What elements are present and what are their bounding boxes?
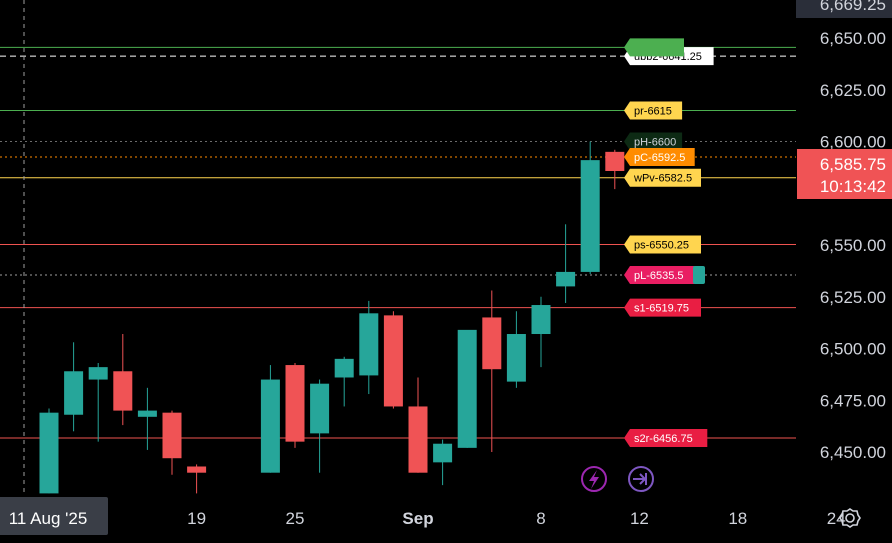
candle[interactable] <box>162 412 182 459</box>
level-tag-bg <box>624 168 701 187</box>
y-tick-label: 6,600.00 <box>820 133 886 152</box>
candle[interactable] <box>359 313 379 376</box>
x-tick-label: Sep <box>402 509 433 528</box>
candle[interactable] <box>531 305 551 335</box>
candle[interactable] <box>556 271 576 287</box>
level-tag[interactable]: ps-6550.25 <box>624 235 701 254</box>
candle[interactable] <box>137 410 157 417</box>
level-tag-label: pC-6592.5 <box>634 152 685 164</box>
candle[interactable] <box>383 315 403 407</box>
level-tag[interactable]: s1-6519.75 <box>624 298 701 317</box>
x-tick-label: 25 <box>286 509 305 528</box>
level-tag-bg <box>624 298 701 317</box>
candle[interactable] <box>334 358 354 378</box>
candle[interactable] <box>285 365 305 442</box>
last-price-value: 6,585.75 <box>820 155 886 174</box>
candle[interactable] <box>39 412 59 494</box>
top-price-box <box>796 0 892 18</box>
level-tag-label: ps-6550.25 <box>634 239 689 251</box>
y-tick-label: 6,550.00 <box>820 236 886 255</box>
y-tick-label: 6,450.00 <box>820 443 886 462</box>
candle[interactable] <box>187 466 207 473</box>
level-tag[interactable]: pC-6592.5 <box>624 148 695 167</box>
candles <box>39 141 625 494</box>
level-tag[interactable]: pr-6615 <box>624 101 683 120</box>
level-tag-bg <box>624 429 708 448</box>
settings-icon[interactable] <box>839 508 861 528</box>
y-tick-label: 6,650.00 <box>820 29 886 48</box>
price-axis[interactable]: 6,450.00 6,475.00 6,500.00 6,525.00 6,550.00… <box>796 0 892 462</box>
x-tick-label: 19 <box>187 509 206 528</box>
candle[interactable] <box>88 367 108 380</box>
y-tick-label: 6,525.00 <box>820 288 886 307</box>
x-crosshair-box <box>0 497 108 535</box>
y-top-partial-label: 6,669.25 <box>820 0 886 14</box>
candle[interactable] <box>310 383 330 434</box>
level-tag-bg <box>624 148 695 167</box>
x-tick-label-highlighted: 11 Aug '25 <box>9 509 88 528</box>
level-tag[interactable]: pL-6535.5 <box>624 266 695 285</box>
candle[interactable] <box>482 317 502 370</box>
forward-icon[interactable] <box>628 466 654 492</box>
candle[interactable] <box>605 151 625 171</box>
level-tag-bg <box>624 101 683 120</box>
y-tick-label: 6,475.00 <box>820 391 886 410</box>
level-tag-label: pL-6535.5 <box>634 270 684 282</box>
candle[interactable] <box>580 160 600 272</box>
level-tag-label: pr-6615 <box>634 105 672 117</box>
candle[interactable] <box>64 371 84 415</box>
y-tick-label: 6,500.00 <box>820 340 886 359</box>
lightning-icon[interactable] <box>581 466 607 492</box>
candle[interactable] <box>113 371 133 411</box>
level-tag-label: s2r-6456.75 <box>634 433 693 445</box>
level-tag-bg <box>624 132 683 151</box>
level-tag[interactable]: pH-6600 <box>624 132 683 151</box>
last-price-box <box>797 148 892 199</box>
last-price-countdown: 10:13:42 <box>820 177 886 196</box>
x-tick-label: 18 <box>728 509 747 528</box>
level-tag-label: s1-6519.75 <box>634 303 689 315</box>
candle[interactable] <box>506 334 526 382</box>
candle[interactable] <box>408 406 428 473</box>
candle[interactable] <box>260 379 280 473</box>
x-tick-label: 24 <box>827 509 846 528</box>
level-tag[interactable]: s2r-6456.75 <box>624 429 708 448</box>
level-tag-bg <box>624 38 684 57</box>
x-tick-label: 8 <box>536 509 545 528</box>
level-tags: ubb2-6641.25pr-6615pH-6600pC-6592.5wPv-6… <box>624 38 714 448</box>
level-tag[interactable] <box>624 38 684 57</box>
level-tag-label: wPv-6582.5 <box>633 173 692 185</box>
candle[interactable] <box>457 329 477 448</box>
y-tick-label: 6,625.00 <box>820 81 886 100</box>
level-tag-bg <box>624 266 695 285</box>
x-tick-label: 12 <box>630 509 649 528</box>
pl-side-marker <box>693 266 705 285</box>
candle[interactable] <box>433 443 453 463</box>
level-tag-label: pH-6600 <box>634 137 676 149</box>
level-tag-bg <box>624 235 701 254</box>
level-tag[interactable]: wPv-6582.5 <box>624 168 701 187</box>
time-axis[interactable]: 11 Aug '25 19 25 Sep 8 12 18 24 <box>0 497 846 535</box>
